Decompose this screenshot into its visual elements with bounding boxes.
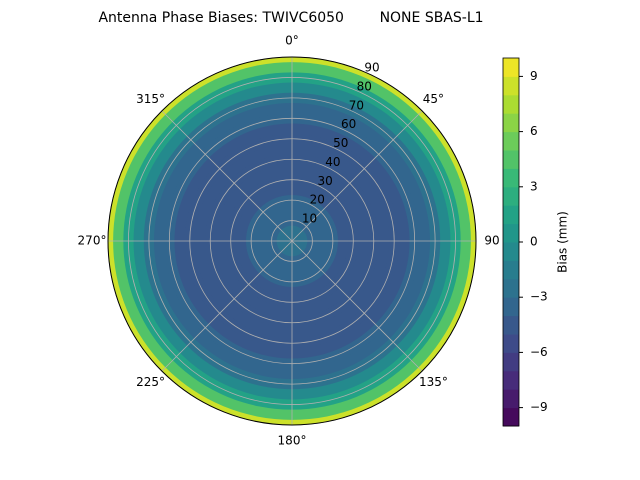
radial-grid-line [209, 158, 375, 324]
angle-tick-label: 270° [78, 234, 107, 248]
colorbar-band [503, 186, 519, 206]
colorbar-tick-label: 9 [530, 69, 538, 83]
r-tick-label: 50 [333, 136, 348, 150]
angle-tick-label: 0° [285, 34, 299, 48]
angle-grid-line [291, 110, 423, 242]
colorbar-band [503, 150, 519, 169]
colorbar-band [503, 76, 519, 96]
colorbar-tick-label: 3 [530, 179, 538, 193]
colorbar-tick-label: 6 [530, 124, 538, 138]
radial-grid-line [168, 117, 416, 365]
r-tick-label: 70 [349, 98, 364, 112]
colorbar-band [503, 389, 519, 409]
angle-tick-label: 45° [423, 92, 444, 106]
colorbar-band [503, 407, 519, 427]
colorbar-tick-label: −6 [530, 345, 548, 359]
r-tick-label: 60 [341, 117, 356, 131]
colorbar-label: Bias (mm) [556, 211, 570, 273]
colorbar-band [503, 113, 519, 133]
colorbar-band [503, 297, 519, 317]
polar-frame [107, 56, 477, 426]
radial-grid-line [148, 97, 436, 385]
colorbar-band [503, 168, 519, 188]
angle-tick-label: 135° [419, 375, 448, 389]
colorbar-band [503, 223, 519, 243]
colorbar-band [503, 94, 519, 114]
colorbar-band [503, 334, 519, 353]
angle-grid-line [291, 240, 423, 372]
colorbar-tick-label: −9 [530, 400, 548, 414]
radial-grid-line [271, 220, 313, 262]
r-tick-label: 40 [325, 155, 340, 169]
radial-grid-line [128, 77, 456, 405]
angle-grid-line [161, 240, 293, 372]
colorbar-band [503, 370, 519, 390]
angle-tick-label: 315° [136, 92, 165, 106]
r-tick-label: 80 [357, 79, 372, 93]
colorbar-band [503, 315, 519, 335]
radial-grid-line [250, 199, 334, 283]
angle-tick-label: 90 [484, 234, 499, 248]
colorbar-band [503, 260, 519, 280]
colorbar-band [503, 205, 519, 225]
angle-grid-line [161, 110, 293, 242]
colorbar-band [503, 352, 519, 372]
colorbar-tick-label: 0 [530, 235, 538, 249]
r-tick-label: 30 [317, 174, 332, 188]
radial-grid-line [189, 138, 395, 344]
angle-tick-label: 225° [136, 375, 165, 389]
colorbar-band [503, 278, 519, 298]
colorbar [502, 57, 523, 427]
colorbar-band [503, 242, 519, 261]
r-tick-label: 10 [302, 212, 317, 226]
colorbar-band [503, 131, 519, 151]
chart-title: Antenna Phase Biases: TWIVC6050 NONE SBA… [98, 10, 483, 26]
r-tick-label: 90 [364, 61, 379, 75]
angle-tick-label: 180° [278, 434, 307, 448]
colorbar-tick-label: −3 [530, 290, 548, 304]
colorbar-band [503, 58, 519, 77]
grid [107, 56, 477, 426]
r-tick-label: 20 [310, 193, 325, 207]
radial-grid-line [230, 179, 354, 303]
